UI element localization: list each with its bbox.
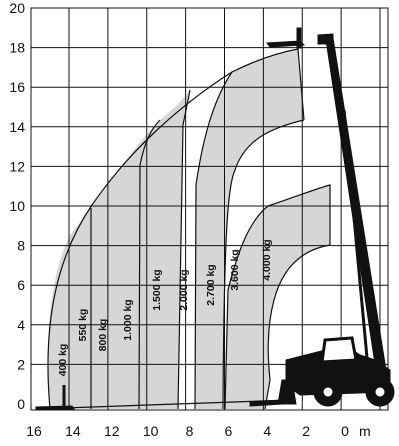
outer-envelope [47, 48, 305, 410]
x-axis-ticks: 16 14 12 10 8 6 4 2 0 [26, 423, 349, 439]
boom-head [317, 33, 334, 45]
zone-label: 1.500 kg [151, 269, 163, 310]
x-tick-label: 12 [104, 423, 120, 439]
zone-label: 1.000 kg [122, 299, 134, 340]
grid [30, 7, 389, 411]
x-tick-label: 0 [341, 423, 349, 439]
y-tick-label: 0 [17, 396, 25, 412]
curve-2700kg [222, 119, 305, 410]
y-tick-label: 18 [9, 40, 25, 56]
x-tick-label: 16 [26, 423, 42, 439]
x-tick-label: 4 [263, 423, 271, 439]
zone-label: 550 kg [77, 309, 89, 342]
telehandler-machine [35, 27, 395, 411]
x-tick-label: 8 [186, 423, 194, 439]
curve-2000kg [194, 71, 233, 410]
zone-label: 2.700 kg [205, 264, 217, 305]
zone-label: 4.000 kg [261, 239, 273, 280]
fork-mast-top [296, 27, 302, 49]
y-tick-label: 8 [17, 238, 25, 254]
fork-left [35, 405, 75, 411]
x-tick-label: 6 [224, 423, 232, 439]
y-tick-label: 20 [9, 0, 25, 16]
zone-1500kg-area [139, 90, 190, 409]
x-axis-unit: m [359, 423, 371, 439]
zone-4000kg-area [225, 185, 330, 409]
y-tick-label: 14 [9, 119, 25, 135]
cab [320, 336, 358, 364]
zone-label: 3.600 kg [229, 249, 241, 290]
zone-label: 800 kg [97, 319, 109, 352]
load-curves [35, 48, 331, 410]
y-tick-label: 12 [9, 158, 25, 174]
x-tick-label: 10 [143, 423, 159, 439]
y-tick-label: 4 [17, 317, 25, 333]
curve-4000kg [224, 184, 331, 410]
ground-base-line [35, 399, 291, 410]
curve-3600kg [264, 244, 331, 410]
curve-1500kg [177, 89, 191, 410]
zone-labels: 400 kg 550 kg 800 kg 1.000 kg 1.500 kg 2.000 … [57, 239, 273, 376]
y-tick-label: 10 [9, 198, 25, 214]
ground-fork [249, 399, 283, 407]
fork-top [266, 40, 306, 48]
stabilizer [277, 379, 297, 405]
y-tick-label: 16 [9, 79, 25, 95]
rear-wheel-hub [322, 386, 334, 398]
y-tick-label: 2 [17, 356, 25, 372]
front-wheel-hub [374, 386, 386, 398]
curve-800kg [138, 119, 161, 410]
boom-cylinder [342, 109, 372, 391]
y-tick-label: 6 [17, 277, 25, 293]
zone-2700kg-area [195, 49, 304, 409]
x-tick-label: 14 [65, 423, 81, 439]
y-axis-ticks: 0 2 4 6 8 10 12 14 16 18 20 [9, 0, 25, 412]
x-tick-label: 2 [302, 423, 310, 439]
zone-label: 2.000 kg [178, 269, 190, 310]
zone-label: 400 kg [57, 344, 69, 377]
